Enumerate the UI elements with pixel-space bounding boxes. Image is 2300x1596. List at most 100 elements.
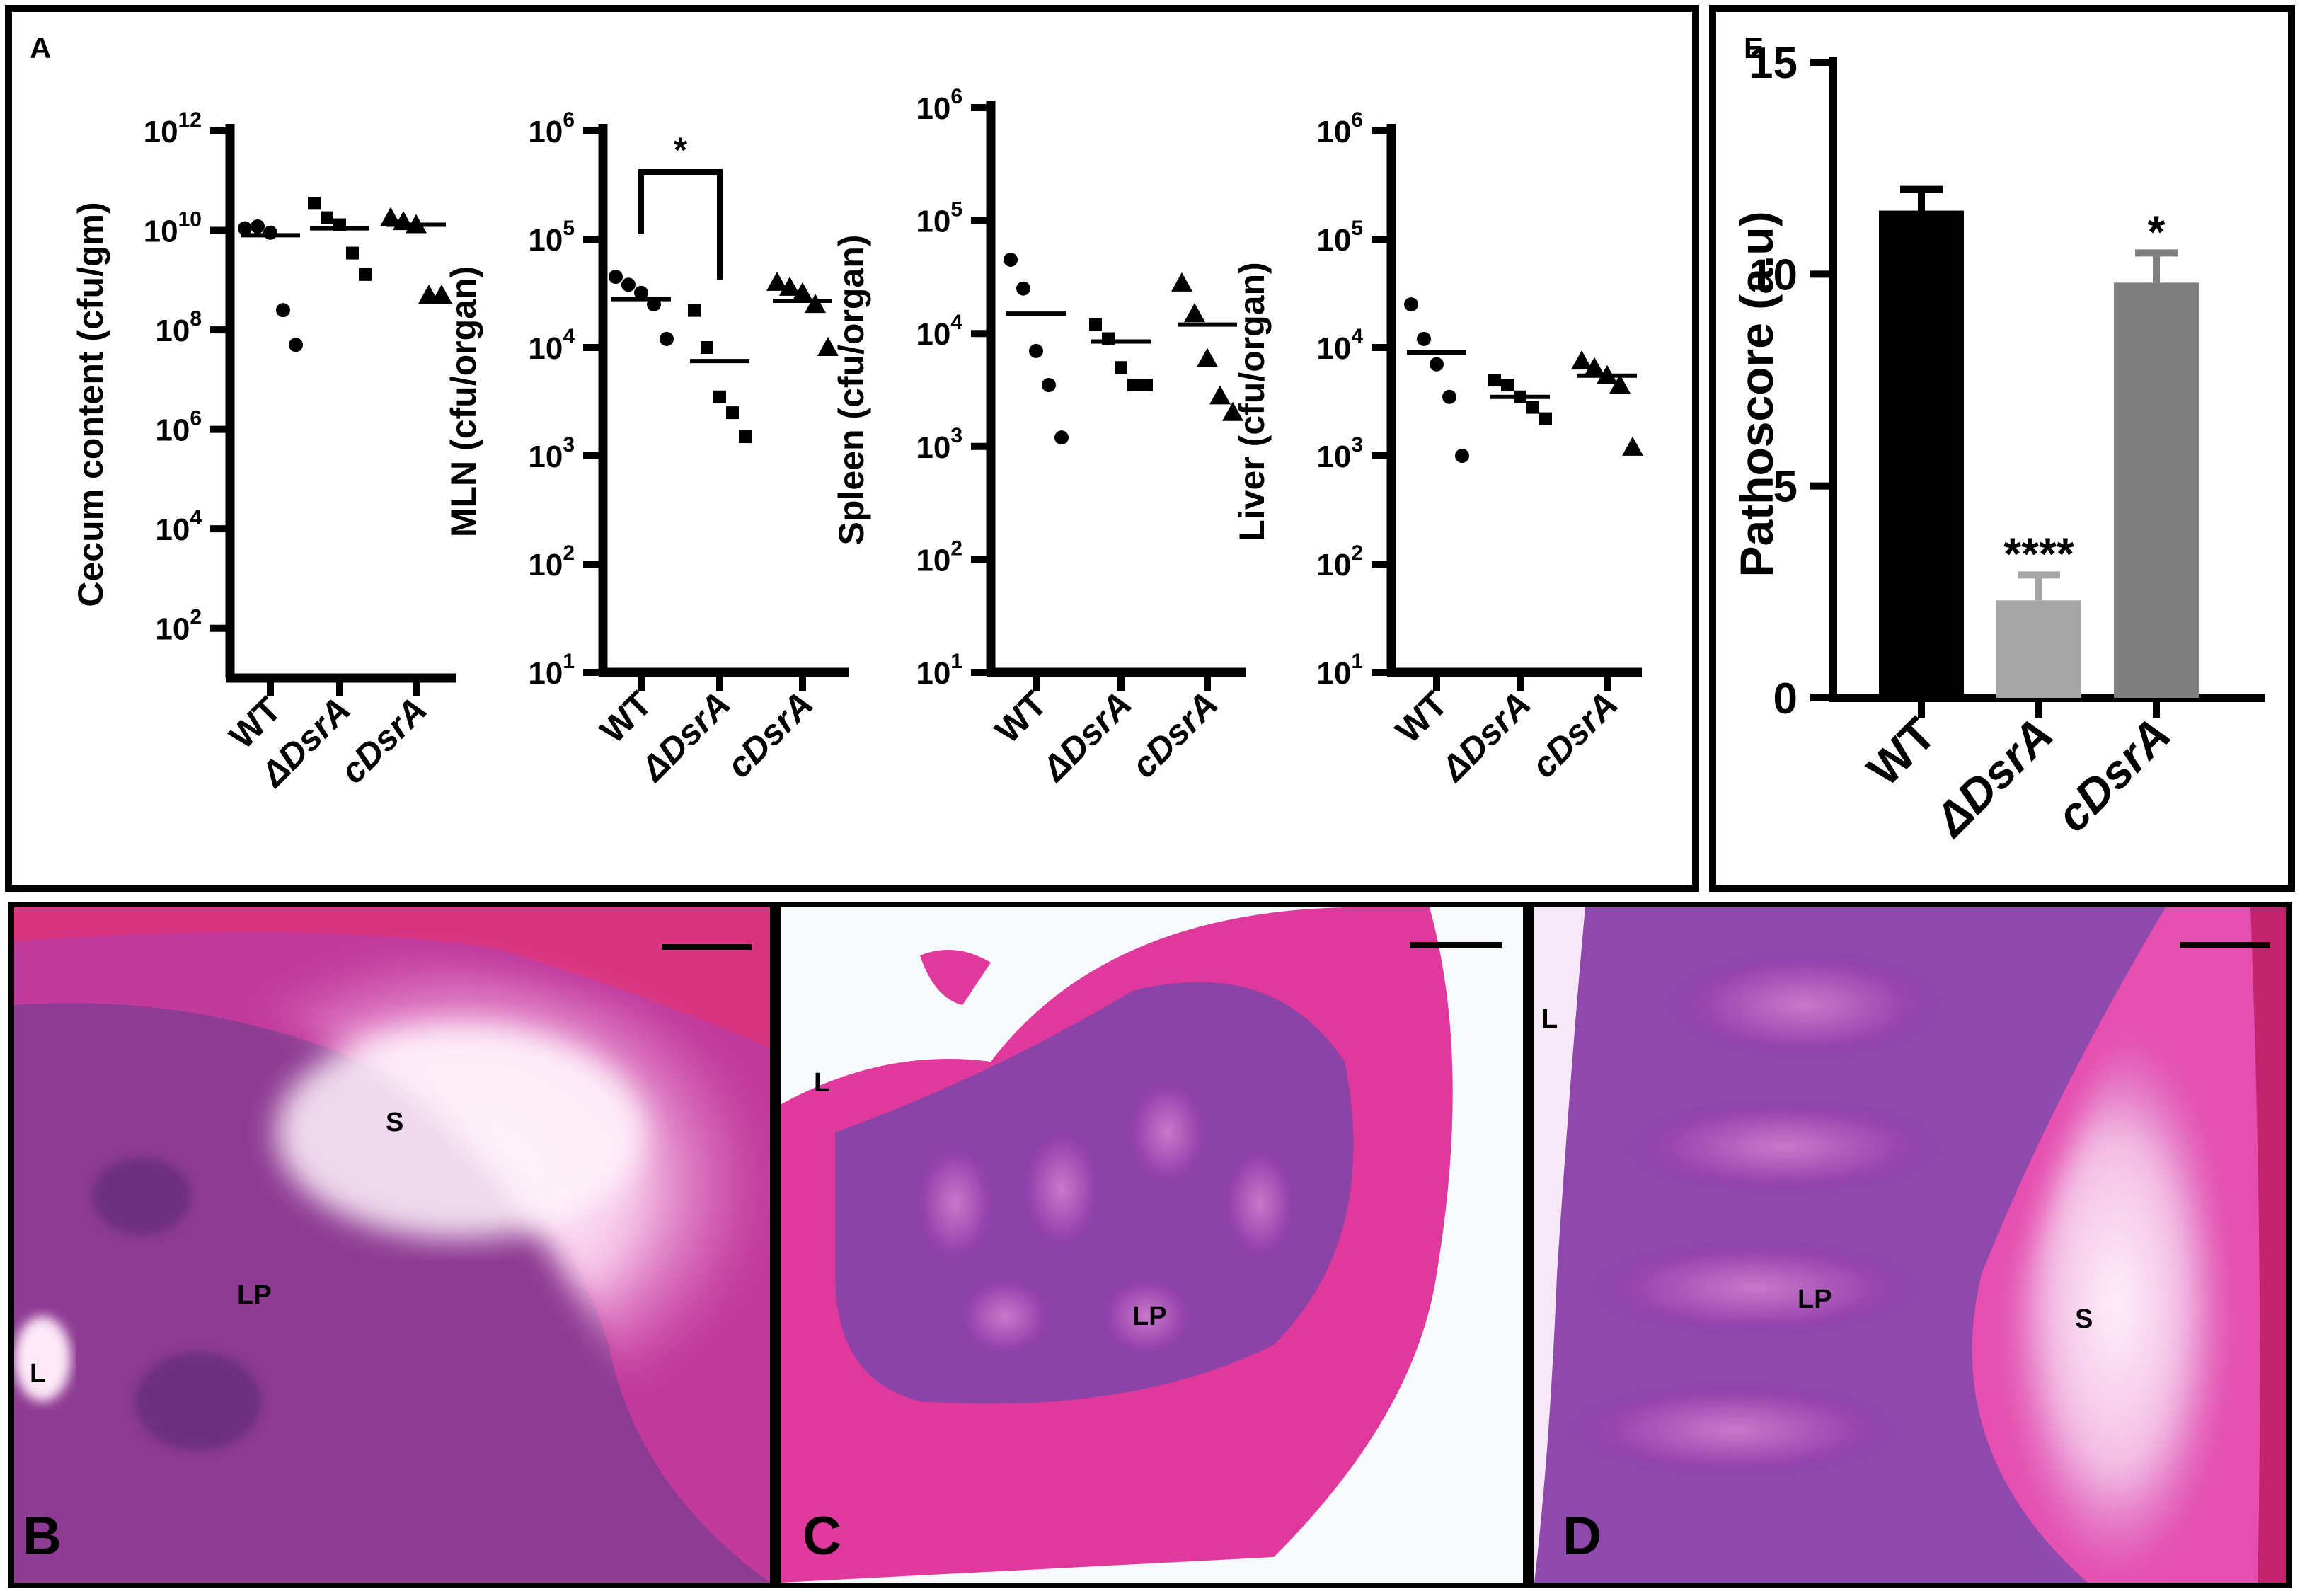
histology-label-lp-d: LP: [1798, 1285, 1832, 1314]
y-tick-label: 0: [1773, 674, 1798, 723]
data-point-triangle: [431, 284, 452, 304]
y-tick-label: 1010: [144, 208, 202, 249]
x-tick-label: WT: [592, 684, 660, 751]
data-point-square: [346, 246, 359, 260]
histology-panel-d: L LP S D: [1534, 907, 2286, 1583]
y-tick-label: 106: [528, 108, 575, 149]
significance-bracket: [638, 169, 723, 280]
x-tick-label: ΔDsrA: [1034, 684, 1139, 789]
data-point-circle: [1029, 343, 1043, 358]
y-tick-label: 102: [916, 536, 962, 578]
data-point-circle: [276, 303, 290, 318]
data-point-circle: [609, 270, 623, 285]
data-point-circle: [621, 277, 636, 292]
bar: [1879, 210, 1964, 698]
x-tick-label: WT: [1388, 684, 1455, 751]
histology-label-l-d: L: [1541, 1004, 1558, 1034]
data-point-triangle: [817, 337, 839, 356]
data-point-square: [726, 406, 739, 420]
y-tick-label: 104: [916, 311, 962, 352]
y-axis-label: Spleen (cfu/organ): [832, 235, 871, 546]
histology-label-s-d: S: [2075, 1304, 2093, 1334]
data-point-circle: [251, 219, 265, 234]
y-tick-label: 105: [1316, 217, 1363, 258]
data-point-triangle: [1197, 348, 1218, 367]
y-tick-label: 10: [1749, 251, 1798, 299]
data-point-square: [1539, 412, 1552, 425]
scatter-chart-3: 101 102 103 104 105 106 Spleen (cfu/organ) WTΔD…: [832, 85, 1246, 789]
y-tick-label: 104: [528, 325, 575, 366]
y-tick-label: 106: [916, 85, 962, 126]
data-point-square: [1526, 401, 1539, 414]
y-tick-label: 103: [528, 433, 575, 474]
data-point-circle: [660, 331, 674, 346]
bar: [2114, 282, 2199, 699]
y-tick-label: 108: [155, 307, 202, 348]
data-point-square: [1115, 361, 1127, 374]
y-tick-label: 15: [1749, 39, 1798, 88]
data-point-triangle: [1584, 357, 1605, 377]
histology-label-s-b: S: [386, 1108, 403, 1137]
data-point-square: [1140, 378, 1153, 391]
histology-label-l-b: L: [30, 1359, 46, 1389]
data-point-triangle: [1571, 350, 1592, 370]
y-tick-label: 101: [916, 650, 962, 691]
data-point-circle: [1442, 389, 1456, 404]
data-point-circle: [1054, 430, 1069, 445]
y-tick-label: 102: [528, 541, 575, 582]
y-axis-label: Liver (cfu/organ): [1232, 262, 1272, 541]
data-point-circle: [263, 225, 277, 240]
data-point-circle: [1455, 449, 1469, 463]
y-tick-label: 102: [1316, 541, 1363, 582]
y-tick-label: 106: [1316, 108, 1363, 149]
data-point-triangle: [1622, 436, 1643, 456]
data-point-circle: [1404, 297, 1418, 312]
panel-d-frame: [1529, 902, 2292, 1588]
x-tick-label: ΔDsrA: [633, 684, 738, 789]
data-point-triangle: [1171, 272, 1192, 292]
y-tick-label: 106: [155, 407, 202, 448]
data-point-circle: [289, 338, 303, 352]
scatter-chart-4: 101 102 103 104 105 106 Liver (cfu/organ) WTΔDs…: [1232, 108, 1643, 789]
y-tick-label: 102: [155, 606, 202, 647]
panel-c-frame: [776, 902, 1529, 1588]
data-point-square: [739, 430, 752, 444]
y-tick-label: 103: [916, 424, 962, 465]
histology-panel-c: L LP C: [781, 907, 1523, 1583]
y-tick-label: 5: [1773, 463, 1798, 512]
x-tick-label: WT: [1857, 708, 1945, 796]
y-tick-label: 104: [155, 506, 202, 547]
data-point-circle: [1042, 377, 1056, 392]
data-point-triangle: [805, 294, 826, 314]
histology-panel-b: S LP L B: [14, 907, 770, 1583]
data-point-square: [321, 211, 333, 224]
scatter-chart-1: 102 104 106 108 1010 1012 Cecum content (cfu/g…: [71, 108, 456, 795]
data-point-square: [713, 390, 726, 403]
data-point-square: [308, 197, 321, 210]
data-point-triangle: [1222, 401, 1243, 421]
x-tick-label: cDsrA: [719, 684, 821, 786]
significance-star: *: [674, 130, 688, 170]
y-tick-label: 104: [1316, 325, 1363, 366]
x-tick-label: ΔDsrA: [1924, 708, 2063, 847]
panel-a-frame: [5, 5, 1699, 892]
panel-letter-a: A: [30, 31, 51, 64]
y-tick-label: 103: [1316, 433, 1363, 474]
y-tick-label: 101: [528, 650, 575, 691]
data-point-circle: [1417, 331, 1431, 346]
x-tick-label: ΔDsrA: [1433, 684, 1539, 789]
data-point-square: [1501, 379, 1514, 392]
data-point-square: [1127, 378, 1140, 391]
data-point-triangle: [1209, 385, 1231, 405]
histology-label-l-c: L: [814, 1068, 830, 1098]
bar: [1996, 600, 2081, 698]
histology-label-lp-b: LP: [237, 1280, 272, 1310]
significance-star: ****: [2003, 528, 2074, 579]
y-tick-label: 101: [1316, 650, 1363, 691]
y-tick-label: 1012: [144, 108, 202, 149]
data-point-square: [1488, 374, 1501, 387]
data-point-square: [701, 341, 713, 354]
histology-label-lp-c: LP: [1132, 1302, 1167, 1331]
